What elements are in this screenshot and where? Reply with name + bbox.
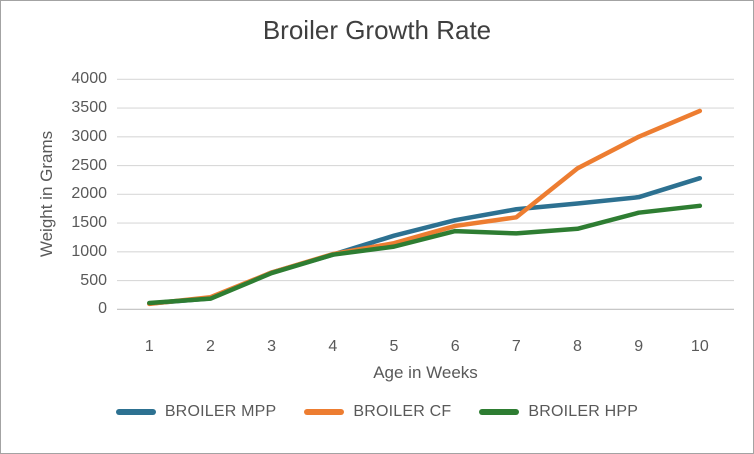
y-tick-label: 1000	[71, 242, 107, 260]
plot-area	[117, 78, 734, 310]
x-tick-label: 7	[511, 338, 521, 355]
legend-swatch-icon	[479, 409, 520, 415]
legend-entry-broiler-hpp: BROILER HPP	[479, 403, 638, 421]
y-tick-label: 2000	[71, 185, 107, 203]
x-tick-label: 10	[690, 338, 709, 355]
x-tick-label: 4	[328, 338, 338, 355]
legend-label: BROILER MPP	[164, 403, 277, 420]
x-tick-label: 1	[144, 338, 154, 355]
legend-entry-broiler-cf: BROILER CF	[304, 403, 451, 421]
legend-label: BROILER CF	[353, 403, 452, 420]
legend-label: BROILER HPP	[528, 403, 639, 420]
legend-swatch-icon	[115, 409, 156, 415]
y-tick-label: 0	[98, 300, 107, 318]
x-tick-label: 6	[450, 338, 460, 355]
y-tick-label: 4000	[71, 70, 107, 88]
x-tick-label: 9	[634, 338, 644, 355]
y-tick-label: 3500	[71, 99, 107, 117]
series-line-broiler-hpp	[147, 203, 703, 306]
y-tick-label: 2500	[71, 156, 107, 174]
x-tick-label: 2	[206, 338, 215, 355]
legend-swatch-icon	[304, 409, 345, 415]
x-tick-label: 5	[389, 338, 399, 355]
legend-entry-broiler-mpp: BROILER MPP	[115, 403, 277, 421]
x-axis-title: Age in Weeks	[373, 363, 478, 382]
y-tick-label: 3000	[71, 127, 107, 145]
chart-legend: BROILER MPP BROILER CF BROILER HPP	[1, 403, 753, 421]
x-tick-label: 3	[267, 338, 277, 355]
y-tick-label: 500	[80, 271, 107, 289]
y-tick-label: 1500	[71, 214, 107, 232]
chart-title: Broiler Growth Rate	[262, 15, 492, 45]
series-line-broiler-cf	[147, 108, 703, 307]
x-tick-label: 8	[573, 338, 582, 355]
